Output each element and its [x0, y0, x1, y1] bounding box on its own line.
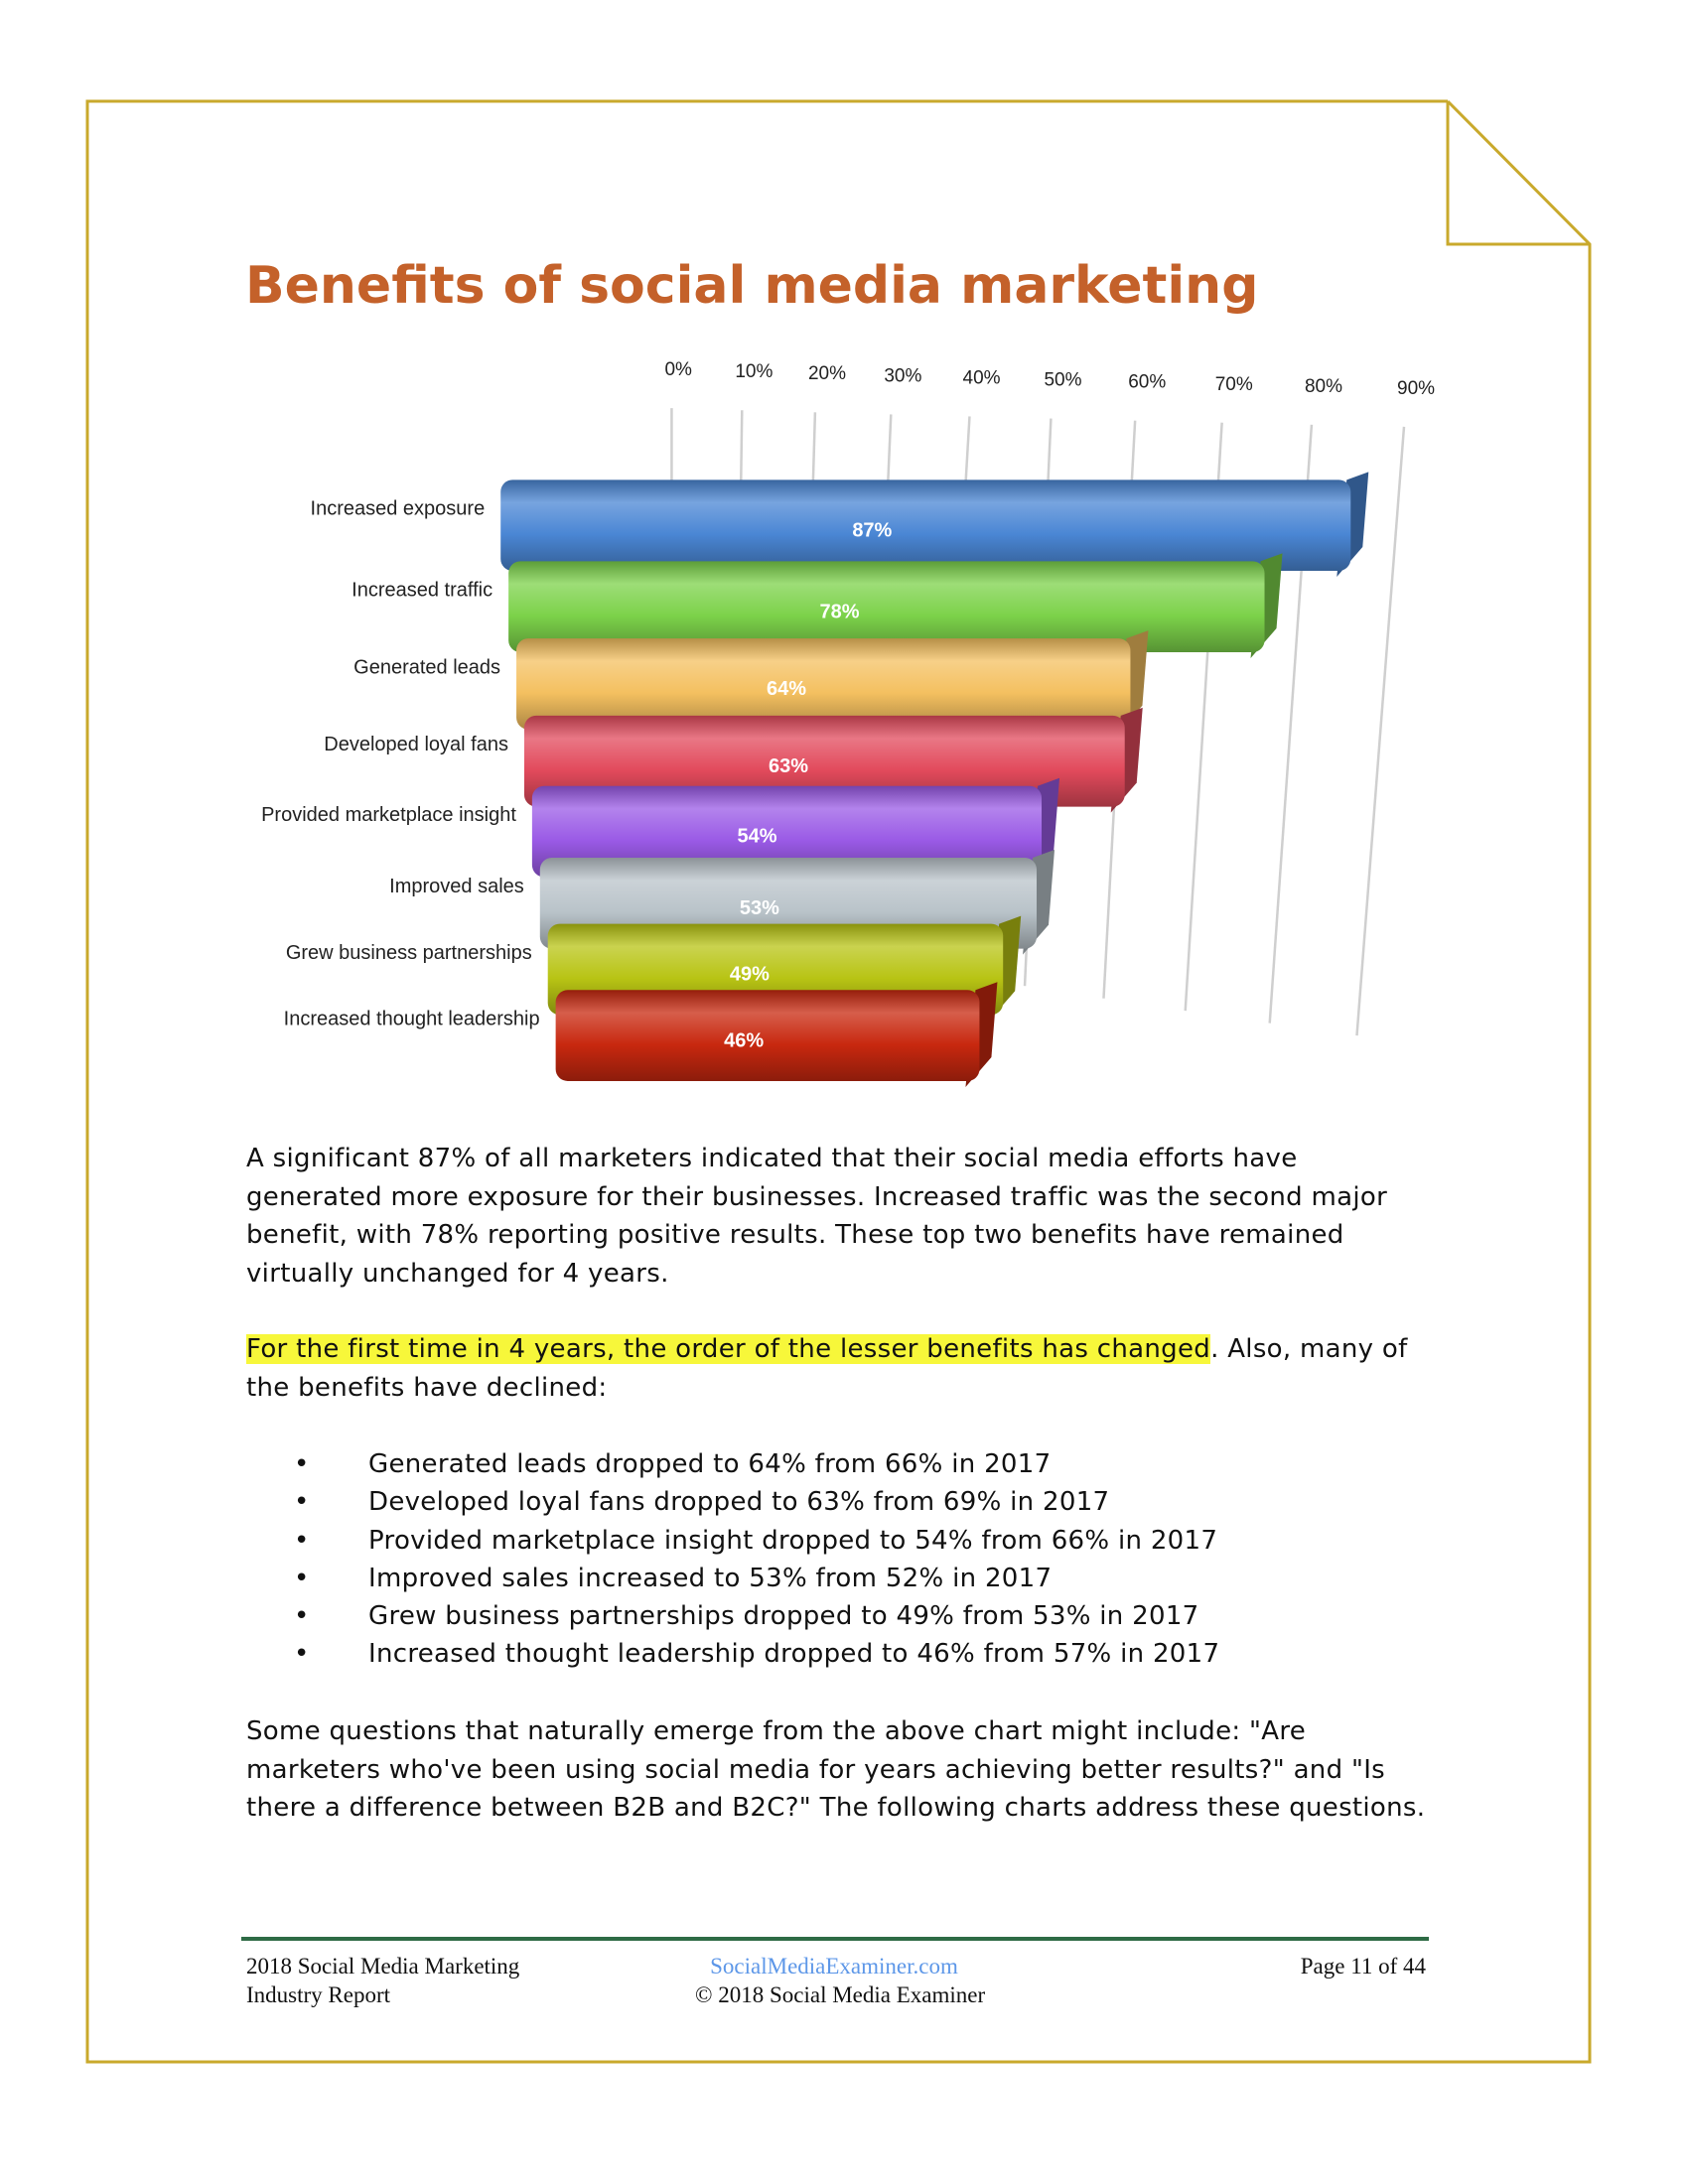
category-label: Increased exposure — [311, 498, 486, 520]
bullet-icon: • — [294, 1563, 310, 1593]
x-tick-label: 80% — [1305, 376, 1342, 397]
bar-value-label: 53% — [740, 897, 779, 919]
text-line: there a difference between B2B and B2C?"… — [246, 1793, 1426, 1823]
bar-value-label: 64% — [767, 678, 806, 700]
bar — [516, 638, 1131, 730]
text-line: generated more exposure for their busine… — [246, 1181, 1388, 1212]
bullet-icon: • — [294, 1601, 310, 1632]
category-label: Generated leads — [353, 656, 500, 678]
category-label: Improved sales — [389, 876, 524, 897]
footer-website-link[interactable]: SocialMediaExaminer.com — [710, 1954, 958, 1979]
paragraph-changes: For the first time in 4 years, the order… — [246, 1330, 1408, 1407]
bullet-icon: • — [294, 1639, 310, 1670]
bullet-icon: • — [294, 1449, 310, 1479]
footer-rule — [241, 1937, 1429, 1941]
category-label: Grew business partnerships — [286, 942, 532, 964]
footer-center: SocialMediaExaminer.com © 2018 Social Me… — [695, 1952, 986, 2009]
list-item-text: Grew business partnerships dropped to 49… — [368, 1601, 1199, 1632]
list-item-text: Generated leads dropped to 64% from 66% … — [368, 1449, 1052, 1479]
category-label: Provided marketplace insight — [261, 804, 516, 826]
bar — [508, 561, 1265, 652]
gridline — [1355, 426, 1406, 1036]
category-label: Increased traffic — [352, 579, 492, 601]
footer-text: Industry Report — [246, 1982, 391, 2007]
x-tick-label: 30% — [884, 365, 921, 386]
footer-copyright: © 2018 Social Media Examiner — [695, 1982, 986, 2007]
page-border-outline — [85, 99, 1592, 2064]
bar-value-label: 87% — [852, 519, 892, 541]
text-line: marketers who've been using social media… — [246, 1754, 1386, 1785]
text-line: the benefits have declined: — [246, 1372, 608, 1403]
paragraph-intro: A significant 87% of all marketers indic… — [246, 1140, 1387, 1293]
highlighted-text: For the first time in 4 years, the order… — [246, 1334, 1211, 1364]
footer-page-number: Page 11 of 44 — [1300, 1954, 1426, 1979]
x-tick-label: 90% — [1397, 378, 1435, 399]
footer-report-name: 2018 Social Media Marketing Industry Rep… — [246, 1952, 519, 2009]
x-tick-label: 50% — [1044, 370, 1081, 391]
x-tick-label: 60% — [1128, 372, 1166, 393]
bar-value-label: 63% — [769, 755, 808, 777]
bar-value-label: 49% — [730, 964, 770, 986]
list-item-text: Improved sales increased to 53% from 52%… — [368, 1563, 1053, 1593]
list-item-text: Increased thought leadership dropped to … — [368, 1639, 1220, 1670]
bar — [531, 785, 1043, 878]
x-tick-label: 70% — [1215, 374, 1253, 395]
page-title: Benefits of social media marketing — [245, 256, 1259, 316]
bar-value-label: 78% — [820, 601, 860, 622]
bar — [523, 715, 1125, 807]
list-item-text: Provided marketplace insight dropped to … — [368, 1525, 1218, 1556]
footer-text: 2018 Social Media Marketing — [246, 1954, 520, 1979]
text-line: virtually unchanged for 4 years. — [246, 1258, 669, 1289]
x-tick-label: 10% — [735, 361, 773, 382]
x-tick-label: 40% — [963, 367, 1001, 388]
x-tick-label: 20% — [808, 363, 846, 384]
text-line: A significant 87% of all marketers indic… — [246, 1144, 1298, 1173]
paragraph-questions: Some questions that naturally emerge fro… — [246, 1712, 1425, 1828]
list-item-text: Developed loyal fans dropped to 63% from… — [368, 1487, 1110, 1518]
text-line: Some questions that naturally emerge fro… — [246, 1716, 1307, 1746]
bullet-icon: • — [294, 1487, 310, 1518]
bullet-icon: • — [294, 1525, 310, 1556]
category-label: Increased thought leadership — [284, 1008, 540, 1029]
bar — [500, 479, 1351, 572]
page-corner-fold — [1446, 101, 1590, 246]
bar-value-label: 46% — [724, 1029, 764, 1051]
text-span: . Also, many of — [1210, 1334, 1408, 1364]
category-label: Developed loyal fans — [324, 734, 508, 755]
x-tick-label: 0% — [664, 359, 692, 380]
bar-value-label: 54% — [738, 826, 777, 848]
bar — [555, 990, 980, 1081]
benefits-bar-chart: 0% 10% 20% 30% 40% 50% 60% 70% 80% 90% 87% Increas… — [261, 359, 1435, 1087]
text-line: benefit, with 78% reporting positive res… — [246, 1220, 1344, 1250]
